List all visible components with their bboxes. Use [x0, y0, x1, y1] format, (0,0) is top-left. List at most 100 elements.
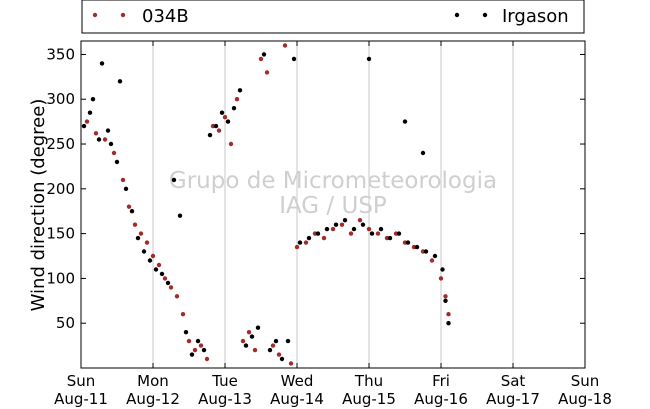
data-point-irgason: [129, 209, 135, 214]
data-point-034b: [198, 343, 204, 348]
data-point-irgason: [177, 213, 183, 218]
data-point-034b: [303, 240, 309, 245]
data-point-034b: [228, 141, 234, 147]
data-point-irgason: [369, 231, 375, 236]
data-point-034b: [93, 131, 99, 136]
watermark: Grupo de Micrometeorologia IAG / USP: [169, 168, 497, 219]
data-point-irgason: [324, 226, 330, 232]
data-point-034b: [321, 235, 327, 241]
data-point-034b: [429, 258, 435, 263]
legend-label-irgason: Irgason: [502, 6, 569, 27]
y-tick-label: 100: [46, 269, 75, 287]
x-axis: SunAug-11MonAug-12TueAug-13WedAug-14ThuA…: [54, 41, 612, 408]
data-point-034b: [234, 97, 240, 102]
data-point-irgason: [165, 280, 171, 286]
data-point-irgason: [96, 137, 102, 142]
data-point-034b: [132, 222, 138, 227]
x-tick-label-day: Sat: [501, 372, 526, 390]
y-axis-title: Wind direction (degree): [28, 99, 49, 312]
x-tick-label-day: Wed: [281, 372, 314, 390]
data-point-irgason: [315, 231, 321, 236]
data-point-irgason: [225, 119, 231, 124]
data-point-irgason: [255, 325, 261, 330]
data-point-034b: [192, 347, 198, 353]
data-point-irgason: [267, 347, 273, 353]
legend-box: [81, 0, 585, 34]
data-point-034b: [375, 231, 381, 236]
data-point-034b: [443, 294, 448, 299]
data-point-irgason: [285, 338, 291, 344]
data-point-034b: [168, 285, 174, 290]
data-point-irgason: [387, 235, 393, 241]
x-tick-label-date: Aug-15: [342, 390, 396, 408]
data-point-034b: [222, 115, 228, 120]
data-point-034b: [246, 330, 252, 335]
data-point-irgason: [219, 110, 225, 115]
x-tick-label-date: Aug-14: [270, 390, 324, 408]
data-point-034b: [258, 56, 264, 62]
data-point-irgason: [231, 106, 237, 111]
y-tick-label: 350: [46, 45, 75, 63]
x-tick-label-day: Thu: [354, 372, 383, 390]
x-tick-label-date: Aug-17: [486, 390, 540, 408]
data-point-irgason: [108, 141, 114, 147]
data-point-irgason: [360, 222, 366, 227]
x-tick-label-date: Aug-18: [558, 390, 612, 408]
data-point-irgason: [90, 97, 96, 102]
data-point-irgason: [423, 249, 429, 254]
x-tick-label-date: Aug-16: [414, 390, 468, 408]
data-point-034b: [330, 226, 336, 232]
data-point-irgason: [213, 123, 219, 129]
watermark-line-1: Grupo de Micrometeorologia: [169, 168, 497, 194]
data-point-irgason: [402, 119, 408, 124]
y-tick-label: 150: [46, 225, 75, 243]
data-point-irgason: [420, 150, 426, 156]
data-point-034b: [144, 240, 150, 245]
y-tick-label: 200: [46, 180, 75, 198]
data-point-034b: [357, 218, 363, 223]
data-point-034b: [162, 276, 168, 281]
data-point-034b: [174, 294, 180, 299]
data-point-irgason: [159, 271, 165, 277]
data-point-irgason: [99, 61, 105, 66]
x-tick-label-day: Sun: [67, 372, 96, 390]
data-point-irgason: [153, 267, 159, 272]
data-point-034b: [240, 338, 246, 344]
data-point-irgason: [279, 356, 285, 362]
data-point-034b: [446, 312, 451, 317]
x-tick-label-date: Aug-13: [198, 390, 252, 408]
data-point-irgason: [171, 177, 177, 183]
data-point-034b: [111, 150, 117, 156]
data-point-034b: [120, 177, 126, 183]
y-axis: 50 100 150 200 250 300 350: [46, 45, 585, 332]
data-point-irgason: [446, 321, 451, 326]
data-point-irgason: [195, 338, 201, 344]
data-point-034b: [150, 253, 156, 259]
data-point-irgason: [432, 253, 438, 259]
data-point-034b: [102, 137, 108, 142]
data-point-irgason: [342, 218, 348, 223]
data-point-irgason: [351, 226, 357, 232]
legend: 034B Irgason: [92, 6, 569, 27]
data-point-irgason: [135, 235, 141, 241]
data-point-034b: [366, 226, 372, 232]
legend-label-034b: 034B: [142, 6, 189, 27]
data-point-irgason: [105, 128, 111, 133]
data-point-irgason: [261, 52, 267, 57]
data-point-034b: [276, 352, 282, 357]
y-tick-label: 250: [46, 135, 75, 153]
data-point-irgason: [201, 347, 207, 353]
gridlines: [152, 41, 514, 368]
legend-marker-034b: [120, 12, 126, 18]
y-tick-label: 50: [56, 314, 75, 332]
data-point-034b: [438, 276, 444, 281]
data-point-irgason: [207, 132, 213, 138]
watermark-line-2: IAG / USP: [279, 193, 387, 219]
legend-marker-irgason: [482, 12, 488, 18]
data-point-irgason: [378, 226, 384, 232]
y-tick-label: 300: [46, 90, 75, 108]
data-point-irgason: [443, 298, 448, 303]
x-tick-label-day: Mon: [137, 372, 169, 390]
data-point-irgason: [183, 330, 189, 335]
